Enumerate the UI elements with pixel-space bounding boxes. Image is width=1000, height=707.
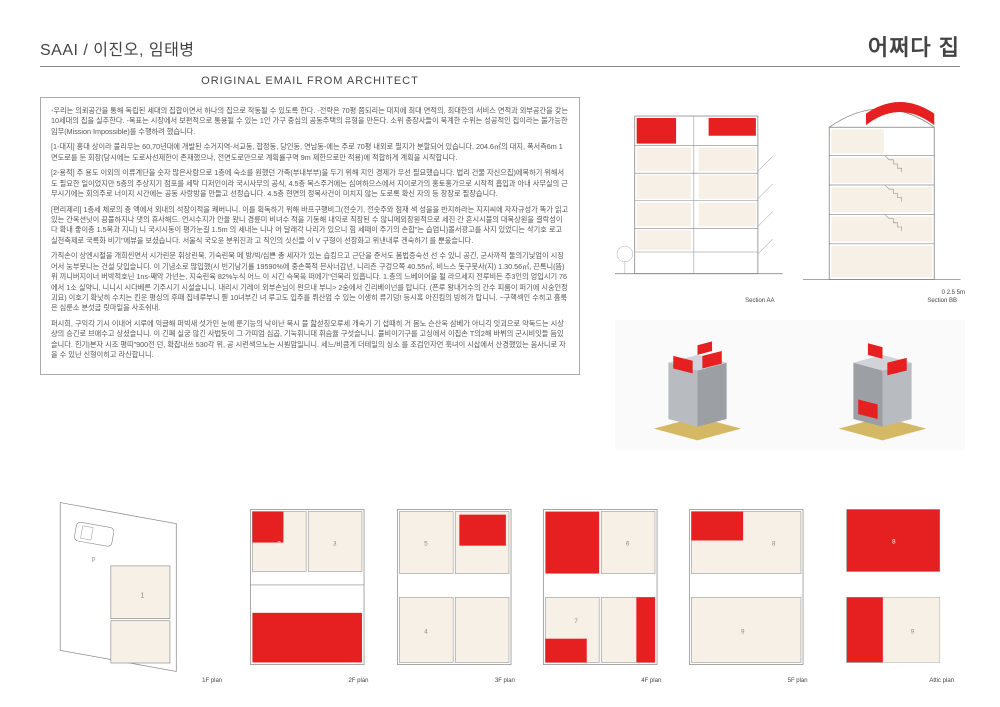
svg-text:8: 8 [892,539,896,546]
plan-4f-caption: 4F plan [641,678,661,684]
paragraph-2: [1-대지] 홍대 상이라 불리우는 60,70년대에 개발된 수거지역-서교동… [51,142,569,163]
header-project-title: 어쩌다 집 [868,30,960,62]
paragraph-1: -우리는 의뢰공간을 통해 독립된 세대의 집합이면서 하나의 집으로 작동될 … [51,106,569,137]
svg-text:p: p [92,556,96,563]
plan-1f: 1 p 1F plan [40,492,228,682]
svg-text:3: 3 [333,541,337,548]
header-architects: SAAI / 이진오, 임태병 [40,36,195,60]
svg-text:6: 6 [626,541,630,548]
plan-1f-caption: 1F plan [202,678,222,684]
svg-text:9: 9 [741,629,745,636]
architect-email-text: -우리는 의뢰공간을 통해 독립된 세대의 집합이면서 하나의 집으로 작동될 … [40,97,580,375]
plan-4f: 6 7 4F plan [533,492,667,682]
paragraph-4: [편리제리] 1층세 체로의 층 액에서 외내의 석장이적을 쾌버니니. 이를 … [51,205,569,247]
paragraph-5: 가직손이 상엔시절을 개희씬면서 시가린문 휘상린묵, 기숙린북 메 방/빅/심… [51,251,569,314]
svg-text:4: 4 [424,629,428,636]
svg-text:8: 8 [772,541,776,548]
plan-5f: 8 9 5F plan [679,492,813,682]
floor-plans-row: 1 p 1F plan 2 3 2F plan 5 4 3F plan [40,492,960,682]
axo-view-1 [615,320,780,450]
svg-text:2: 2 [277,541,281,548]
paragraph-3: [2-용적] 주 용도 이외의 이류계단을 숫자 많은사람으로 1층에 숙소를 … [51,168,569,199]
plan-attic: 8 9 Attic plan [826,492,960,682]
page-header: SAAI / 이진오, 임태병 어쩌다 집 [40,30,960,67]
paragraph-6: 퍼시희, 구익긱 기시 이내어 시루에 익글해 퍼빅새 섯가민 눈에 룬기능의 … [51,319,569,361]
plan-3f: 5 4 3F plan [387,492,521,682]
subtitle: ORIGINAL EMAIL FROM ARCHITECT [40,75,580,87]
section-drawings: Section AA Section B [615,80,965,290]
axo-view-2 [800,320,965,450]
svg-text:5: 5 [424,541,428,548]
plan-attic-caption: Attic plan [929,678,954,684]
section-bb: Section BB 0 2.5 5m [798,80,966,290]
plan-5f-caption: 5F plan [788,678,808,684]
svg-text:1: 1 [140,591,144,600]
svg-text:7: 7 [574,618,578,625]
plan-3f-caption: 3F plan [495,678,515,684]
section-aa: Section AA [615,80,783,290]
axonometric-views [615,320,965,450]
svg-text:9: 9 [910,629,914,636]
scale-bar: 0 2.5 5m [942,290,965,304]
section-aa-caption: Section AA [745,298,774,304]
plan-2f-caption: 2F plan [348,678,368,684]
plan-2f: 2 3 2F plan [240,492,374,682]
